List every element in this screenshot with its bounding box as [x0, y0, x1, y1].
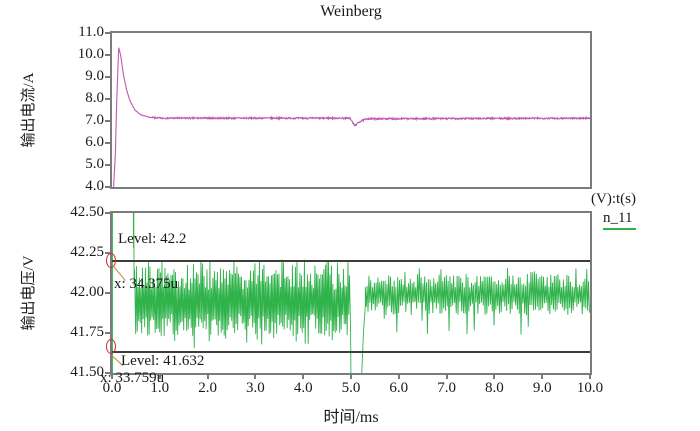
y-tick-mark [105, 142, 112, 144]
y-tick-label: 11.0 [78, 24, 104, 40]
cursor-level-label: Level: 41.632 [121, 352, 205, 369]
x-tick-mark [350, 373, 352, 379]
x-tick-label: 1.0 [150, 380, 170, 396]
y-tick-label: 10.0 [77, 46, 104, 62]
x-tick-label: 6.0 [389, 380, 409, 396]
y-tick-mark [105, 32, 112, 34]
y-tick-label: 9.0 [85, 68, 104, 84]
y-tick-label: 42.50 [70, 204, 104, 220]
x-tick-label: 8.0 [485, 380, 504, 396]
y-tick-mark [105, 76, 112, 78]
cursor-level-line [112, 260, 590, 262]
output_current-path [113, 47, 590, 187]
y-tick-mark [105, 120, 112, 122]
trace-legend: (V):t(s) n_11 [591, 191, 636, 230]
legend-trace-name: n_11 [603, 210, 633, 226]
cursor-x-label: x: 34.375u [114, 276, 179, 292]
voltage-plot-area [110, 211, 592, 375]
y-tick-label: 42.00 [70, 284, 104, 300]
x-tick-label: 3.0 [246, 380, 265, 396]
y-axis-label-current: 输出电流/A [21, 72, 37, 148]
y-tick-mark [105, 332, 112, 334]
y-axis-label-voltage: 输出电压/V [21, 255, 37, 331]
y-tick-label: 7.0 [85, 112, 104, 128]
x-tick-label: 0.0 [102, 380, 122, 396]
x-tick-mark [158, 373, 161, 379]
x-tick-label: 7.0 [437, 380, 456, 396]
x-tick-mark [206, 373, 209, 379]
x-tick-label: 9.0 [532, 380, 552, 396]
x-tick-mark [541, 373, 544, 379]
x-tick-mark [397, 373, 400, 379]
x-tick-mark [589, 373, 591, 379]
x-axis-label-time: 时间/ms [323, 409, 379, 426]
voltage-trace [112, 213, 590, 373]
current-trace [113, 47, 590, 187]
x-tick-label: 10.0 [576, 380, 604, 396]
y-tick-label: 41.75 [70, 324, 104, 340]
y-tick-mark [105, 164, 112, 166]
cursor-marker-circle [106, 253, 116, 268]
chart-title: Weinberg [320, 3, 382, 20]
y-tick-label: 5.0 [85, 156, 104, 172]
x-tick-mark [254, 373, 257, 379]
cursor-marker-circle [106, 338, 116, 354]
legend-entry: n_11 [591, 210, 636, 230]
current-plot-area [110, 31, 592, 189]
x-tick-mark [111, 373, 113, 379]
x-tick-label: 4.0 [293, 380, 313, 396]
x-tick-mark [302, 373, 305, 379]
x-tick-label: 2.0 [198, 380, 217, 396]
n_11-path [112, 213, 590, 373]
cursor-x-label: x: 33.759u [100, 369, 165, 386]
y-tick-mark [105, 212, 112, 214]
y-tick-mark [105, 372, 112, 374]
legend-header: (V):t(s) [591, 191, 636, 207]
y-tick-label: 8.0 [85, 90, 104, 106]
x-tick-mark [493, 373, 496, 379]
y-tick-label: 42.25 [70, 244, 104, 260]
y-tick-label: 6.0 [85, 134, 104, 150]
legend-color-swatch [603, 228, 636, 230]
x-tick-label: 5.0 [341, 380, 361, 396]
y-tick-mark [105, 186, 112, 188]
cursor-level-line [112, 350, 590, 353]
x-tick-mark [445, 373, 448, 379]
y-tick-label: 4.0 [85, 178, 104, 194]
cursor-level-label: Level: 42.2 [118, 231, 187, 247]
y-tick-mark [105, 54, 112, 56]
y-tick-mark [105, 292, 112, 294]
y-tick-label: 41.50 [70, 364, 104, 380]
y-tick-mark [105, 98, 112, 100]
